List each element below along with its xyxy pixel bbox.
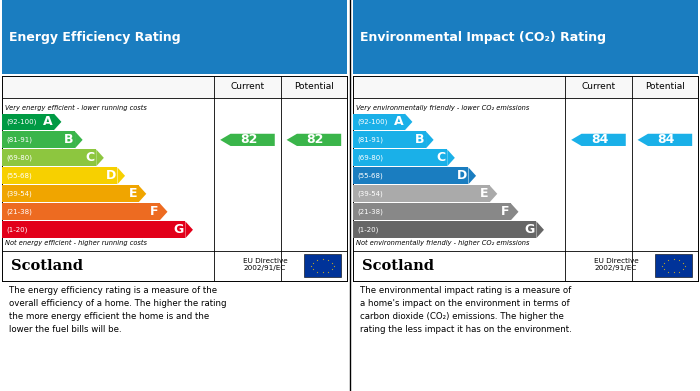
Text: Not energy efficient - higher running costs: Not energy efficient - higher running co… — [5, 240, 147, 246]
Text: E: E — [129, 187, 137, 200]
Text: Not environmentally friendly - higher CO₂ emissions: Not environmentally friendly - higher CO… — [356, 240, 529, 246]
Polygon shape — [638, 134, 692, 146]
Text: EU Directive
2002/91/EC: EU Directive 2002/91/EC — [244, 258, 288, 271]
Text: 82: 82 — [307, 133, 324, 146]
Polygon shape — [139, 185, 146, 202]
Bar — [2, 221, 186, 238]
Text: (92-100): (92-100) — [357, 118, 388, 125]
Bar — [2, 251, 347, 281]
Bar — [353, 131, 426, 148]
Text: The environmental impact rating is a measure of
a home's impact on the environme: The environmental impact rating is a mea… — [360, 286, 572, 334]
Polygon shape — [286, 134, 341, 146]
Text: (1-20): (1-20) — [357, 226, 379, 233]
Text: (69-80): (69-80) — [6, 154, 32, 161]
Polygon shape — [220, 134, 275, 146]
Text: G: G — [524, 223, 535, 236]
Bar — [2, 203, 160, 220]
Polygon shape — [186, 221, 193, 238]
Text: C: C — [436, 151, 445, 164]
Text: (1-20): (1-20) — [6, 226, 27, 233]
Text: E: E — [480, 187, 488, 200]
Bar — [304, 254, 341, 277]
Text: A: A — [393, 115, 403, 128]
Text: F: F — [150, 205, 158, 218]
Polygon shape — [54, 113, 62, 130]
Text: (39-54): (39-54) — [6, 190, 32, 197]
Bar — [353, 167, 468, 184]
Bar — [353, 113, 405, 130]
Bar — [353, 251, 698, 281]
Bar — [353, 185, 490, 202]
Text: G: G — [174, 223, 183, 236]
Bar — [2, 76, 347, 97]
Polygon shape — [118, 167, 125, 184]
Polygon shape — [447, 149, 455, 166]
Text: (39-54): (39-54) — [357, 190, 383, 197]
Text: Very environmentally friendly - lower CO₂ emissions: Very environmentally friendly - lower CO… — [356, 105, 529, 111]
Bar — [353, 221, 536, 238]
Bar — [2, 113, 54, 130]
Text: D: D — [456, 169, 467, 182]
Text: 82: 82 — [240, 133, 258, 146]
Bar — [353, 76, 698, 97]
Text: Scotland: Scotland — [362, 259, 433, 273]
Polygon shape — [536, 221, 544, 238]
Text: Scotland: Scotland — [10, 259, 83, 273]
Text: (55-68): (55-68) — [6, 172, 32, 179]
Text: Potential: Potential — [294, 82, 334, 91]
Text: B: B — [415, 133, 424, 146]
Text: Very energy efficient - lower running costs: Very energy efficient - lower running co… — [5, 105, 146, 111]
Text: 84: 84 — [658, 133, 675, 146]
Text: (81-91): (81-91) — [357, 136, 383, 143]
Text: (55-68): (55-68) — [357, 172, 383, 179]
Text: The energy efficiency rating is a measure of the
overall efficiency of a home. T: The energy efficiency rating is a measur… — [9, 286, 226, 334]
Polygon shape — [426, 131, 433, 148]
Polygon shape — [571, 134, 626, 146]
Text: A: A — [43, 115, 52, 128]
Text: Current: Current — [582, 82, 615, 91]
Bar — [655, 254, 692, 277]
Text: B: B — [64, 133, 74, 146]
Polygon shape — [97, 149, 104, 166]
Polygon shape — [490, 185, 497, 202]
Text: Energy Efficiency Rating: Energy Efficiency Rating — [9, 30, 181, 43]
Text: Potential: Potential — [645, 82, 685, 91]
Bar — [353, 149, 447, 166]
Bar — [2, 131, 75, 148]
Text: 84: 84 — [592, 133, 609, 146]
Bar — [2, 149, 97, 166]
Polygon shape — [511, 203, 519, 220]
Bar — [353, 203, 511, 220]
Text: Current: Current — [230, 82, 265, 91]
Polygon shape — [160, 203, 167, 220]
Text: F: F — [500, 205, 509, 218]
Text: (92-100): (92-100) — [6, 118, 36, 125]
Text: C: C — [85, 151, 94, 164]
Polygon shape — [405, 113, 412, 130]
Polygon shape — [75, 131, 83, 148]
Bar — [2, 167, 118, 184]
Text: D: D — [106, 169, 116, 182]
Text: Environmental Impact (CO₂) Rating: Environmental Impact (CO₂) Rating — [360, 30, 606, 43]
Text: EU Directive
2002/91/EC: EU Directive 2002/91/EC — [594, 258, 639, 271]
Polygon shape — [468, 167, 476, 184]
Text: (21-38): (21-38) — [357, 208, 383, 215]
Text: (21-38): (21-38) — [6, 208, 32, 215]
Text: (81-91): (81-91) — [6, 136, 32, 143]
Bar — [2, 185, 139, 202]
Text: (69-80): (69-80) — [357, 154, 383, 161]
